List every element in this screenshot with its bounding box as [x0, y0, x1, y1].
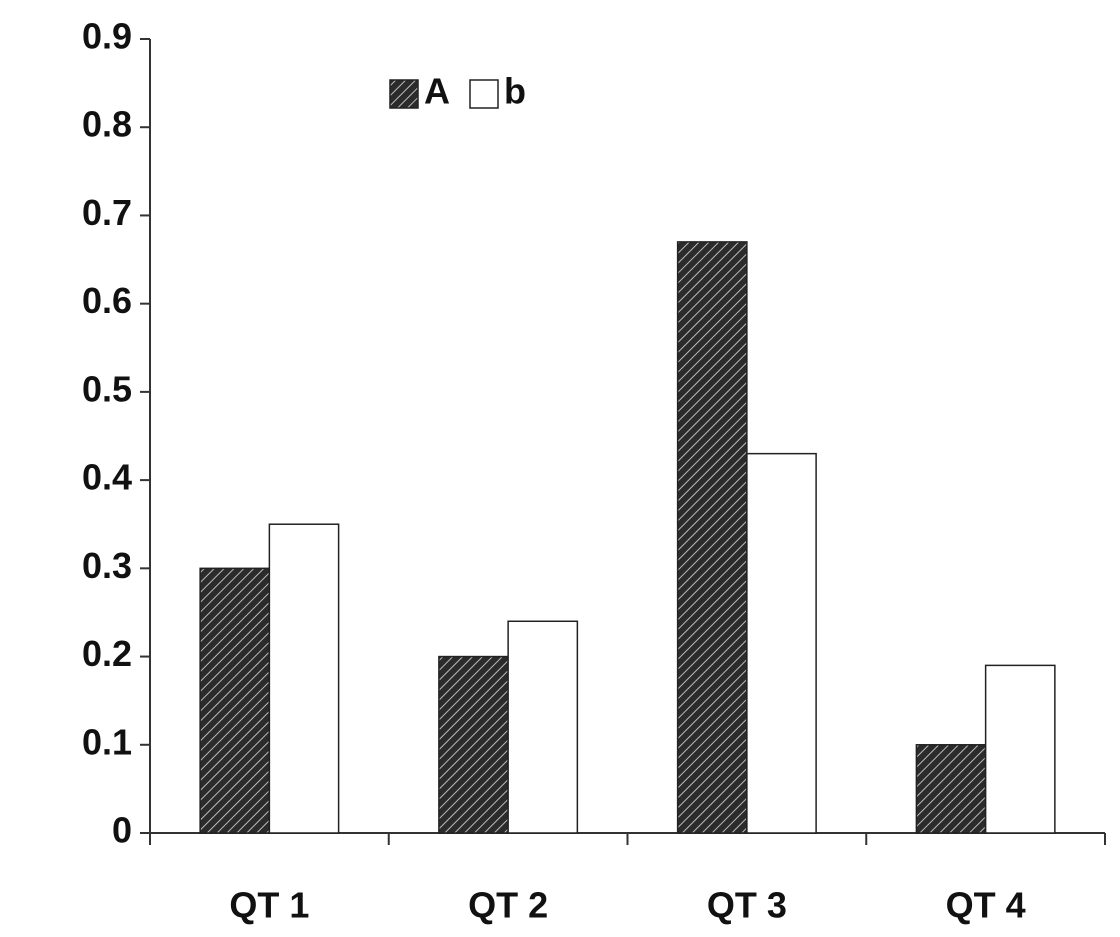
y-tick-label: 0.8: [82, 104, 132, 145]
x-tick-label: QT 3: [707, 885, 787, 926]
y-tick-label: 0.4: [82, 457, 132, 498]
bar: [268, 523, 340, 834]
y-tick-label: 0.9: [82, 16, 132, 57]
y-tick-label: 0: [112, 810, 132, 851]
bar: [676, 241, 748, 834]
legend-swatch: [469, 79, 499, 109]
x-tick-label: QT 1: [229, 885, 309, 926]
bar: [746, 452, 817, 834]
legend-label: A: [424, 71, 450, 112]
y-tick-label: 0.2: [82, 633, 132, 674]
x-tick-label: QT 4: [946, 885, 1026, 926]
y-tick-label: 0.1: [82, 721, 132, 762]
y-tick-label: 0.5: [82, 368, 132, 409]
bar: [438, 655, 509, 834]
bar: [199, 567, 271, 834]
y-tick-label: 0.6: [82, 280, 132, 321]
bar: [984, 664, 1056, 834]
y-tick-label: 0.7: [82, 192, 132, 233]
y-tick-label: 0.3: [82, 545, 132, 586]
bar: [915, 744, 987, 834]
bar: [507, 620, 579, 834]
x-tick-label: QT 2: [468, 885, 548, 926]
legend-label: b: [504, 71, 526, 112]
legend-swatch: [389, 79, 419, 109]
